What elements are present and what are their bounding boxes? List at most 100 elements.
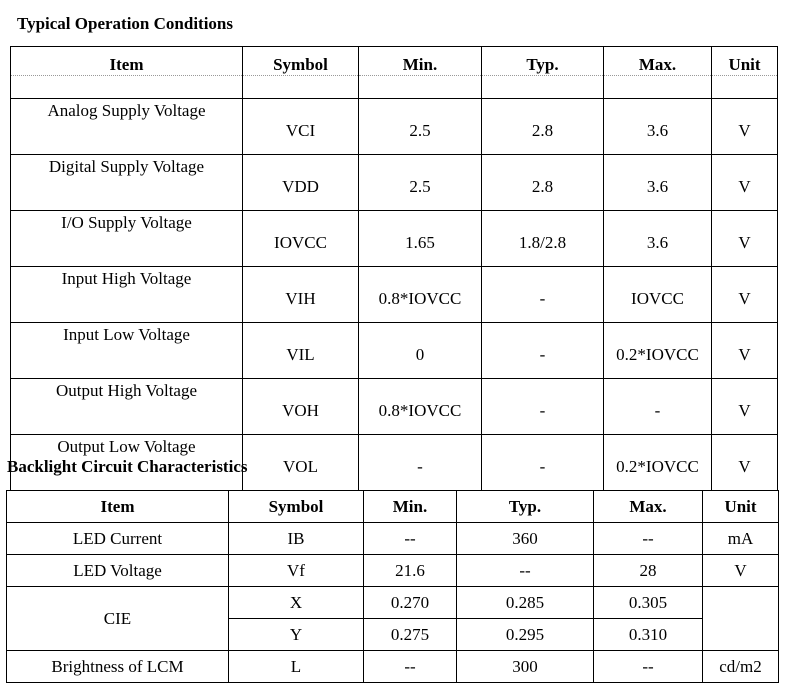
table-cell: 2.8 — [481, 154, 604, 211]
table-row: Analog Supply Voltage VCI 2.5 2.8 3.6 V — [10, 98, 778, 155]
empty-cell — [702, 586, 779, 651]
header-cell: Min. — [358, 46, 482, 76]
table-cell: Vf — [228, 554, 364, 587]
table-cell: VIH — [242, 266, 359, 323]
table-row: Item Symbol Min. Typ. Max. Unit — [10, 46, 778, 76]
table-row — [10, 75, 778, 99]
table-cell: 1.8/2.8 — [481, 210, 604, 267]
table-cell: Y — [228, 618, 364, 651]
table-cell: 0.270 — [363, 586, 457, 619]
table-cell: 0.295 — [456, 618, 594, 651]
table-row: Output Low Voltage VOL - -0.2*IOVCC V — [10, 434, 778, 491]
table-cell: 3.6 — [603, 154, 712, 211]
table-cell: - — [481, 322, 604, 379]
table-cell: Input Low Voltage — [10, 322, 243, 379]
table-cell: - — [603, 378, 712, 435]
empty-cell — [358, 75, 482, 99]
table-cell: V — [711, 154, 778, 211]
empty-cell — [481, 75, 604, 99]
backlight-table: Item Symbol Min. Typ. Max. Unit LED Current IB -… — [6, 490, 779, 683]
table-cell: VOL — [242, 434, 359, 491]
table-cell: X — [228, 586, 364, 619]
table-cell: 1.65 — [358, 210, 482, 267]
header-cell: Symbol — [228, 490, 364, 523]
table-cell: LED Current — [6, 522, 229, 555]
empty-cell — [242, 75, 359, 99]
table-cell: V — [702, 554, 779, 587]
table-cell: -- — [593, 650, 703, 683]
header-cell: Unit — [702, 490, 779, 523]
table-cell: 0.2*IOVCC — [603, 434, 712, 491]
table-cell: V — [711, 434, 778, 491]
table-cell: Output High Voltage — [10, 378, 243, 435]
table-cell: cd/m2 — [702, 650, 779, 683]
header-cell: Item — [10, 46, 243, 76]
empty-cell — [603, 75, 712, 99]
table-cell: 3.6 — [603, 210, 712, 267]
section-title: Backlight Circuit Characteristics — [7, 457, 248, 476]
table-cell: 3.6 — [603, 98, 712, 155]
table-row: Y 0.275 0.295 0.310 — [7, 618, 779, 651]
table-cell: LED Voltage — [6, 554, 229, 587]
table-row: Item Symbol Min. Typ. Max. Unit — [6, 490, 779, 523]
table-cell: CIE — [6, 586, 229, 651]
header-cell: Typ. — [481, 46, 604, 76]
table-cell: -- — [363, 650, 457, 683]
section-title: Typical Operation Conditions — [17, 14, 233, 33]
table-cell: I/O Supply Voltage — [10, 210, 243, 267]
table-cell: V — [711, 98, 778, 155]
table-cell: 21.6 — [363, 554, 457, 587]
table-cell: -- — [363, 522, 457, 555]
table-cell: 0.310 — [593, 618, 703, 651]
empty-cell — [711, 75, 778, 99]
table-row: LED Current IB -- 360 -- mA — [6, 522, 779, 555]
table-cell: 0.305 — [593, 586, 703, 619]
table-cell: VCI — [242, 98, 359, 155]
table-cell: IB — [228, 522, 364, 555]
table-cell: - — [481, 266, 604, 323]
table-cell: 300 — [456, 650, 594, 683]
table-cell: Brightness of LCM — [6, 650, 229, 683]
table-cell: Input High Voltage — [10, 266, 243, 323]
header-cell: Symbol — [242, 46, 359, 76]
table-row: LED Voltage Vf 21.6 -- 28 V — [6, 554, 779, 587]
table-row: Input Low Voltage VIL 0-0.2*IOVCC V — [10, 322, 778, 379]
header-cell: Typ. — [456, 490, 594, 523]
table-cell: 2.5 — [358, 154, 482, 211]
table-row: CIE X 0.270 0.285 0.305 — [6, 586, 779, 651]
table-row: Digital Supply Voltage VDD 2.5 2.8 3.6 V — [10, 154, 778, 211]
table-cell: 0.2*IOVCC — [603, 322, 712, 379]
table-cell: - — [358, 434, 482, 491]
header-cell: Min. — [363, 490, 457, 523]
table-cell: Digital Supply Voltage — [10, 154, 243, 211]
table-cell: 0.275 — [363, 618, 457, 651]
table-cell: Output Low Voltage — [10, 434, 243, 491]
header-cell: Max. — [603, 46, 712, 76]
table-cell: 2.5 — [358, 98, 482, 155]
table-cell: mA — [702, 522, 779, 555]
table-cell: IOVCC — [242, 210, 359, 267]
table-row: Brightness of LCM L -- 300 -- cd/m2 — [6, 650, 779, 683]
table-cell: -- — [593, 522, 703, 555]
table-cell: V — [711, 378, 778, 435]
table-cell: VIL — [242, 322, 359, 379]
table-cell: Analog Supply Voltage — [10, 98, 243, 155]
table-cell: V — [711, 266, 778, 323]
table-cell: IOVCC — [603, 266, 712, 323]
table-cell: 0 — [358, 322, 482, 379]
table-cell: VOH — [242, 378, 359, 435]
table-cell: VDD — [242, 154, 359, 211]
table-cell: V — [711, 210, 778, 267]
table-row: I/O Supply Voltage IOVCC 1.65 1.8/2.8 3.6 V — [10, 210, 778, 267]
table-cell: V — [711, 322, 778, 379]
table-cell: - — [481, 378, 604, 435]
header-cell: Max. — [593, 490, 703, 523]
table-cell: - — [481, 434, 604, 491]
table-cell: 2.8 — [481, 98, 604, 155]
table-cell: -- — [456, 554, 594, 587]
table-cell: 28 — [593, 554, 703, 587]
table-cell: 0.8*IOVCC — [358, 378, 482, 435]
table-row: Input High Voltage VIH 0.8*IOVCC - IOVCC V — [10, 266, 778, 323]
table-cell: 0.285 — [456, 586, 594, 619]
